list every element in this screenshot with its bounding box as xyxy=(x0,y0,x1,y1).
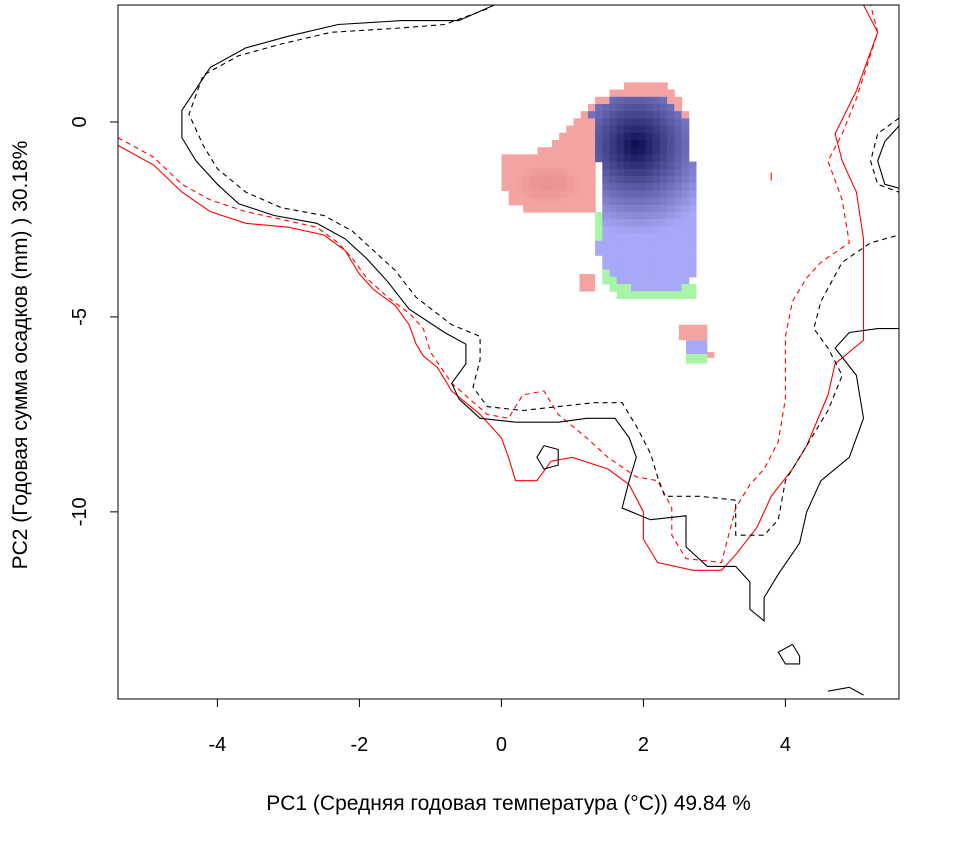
y-axis-label: PC2 (Годовая сумма осадков (mm) ) 30.18% xyxy=(9,141,32,570)
contour-red-dashed-1 xyxy=(118,5,879,564)
x-axis: -4 -2 0 2 4 xyxy=(209,698,791,756)
niche-contours xyxy=(118,5,899,696)
x-tick-label: -4 xyxy=(209,734,227,756)
contour-black-solid-2 xyxy=(181,5,899,623)
contour-red-solid-0 xyxy=(118,5,879,571)
y-tick-label: -5 xyxy=(69,308,91,326)
density-raster xyxy=(501,82,715,364)
x-axis-label: PC1 (Средняя годовая температура (°C)) 4… xyxy=(266,792,751,815)
contour-black-solid-5 xyxy=(777,643,801,665)
x-tick-label: -2 xyxy=(351,734,369,756)
contour-black-dashed-3 xyxy=(188,8,899,536)
contour-black-solid-6 xyxy=(877,125,899,189)
plot-frame xyxy=(117,4,900,700)
x-tick-label: 2 xyxy=(638,734,649,756)
y-tick-label: 0 xyxy=(69,116,91,127)
contour-black-solid-4 xyxy=(536,445,559,470)
x-tick-label: 4 xyxy=(780,734,791,756)
x-tick-label: 0 xyxy=(496,734,507,756)
contour-black-solid-8 xyxy=(827,686,864,696)
y-axis: 0 -5 -10 xyxy=(69,116,119,526)
contour-black-dashed-7 xyxy=(870,117,899,193)
y-tick-label: -10 xyxy=(69,497,91,526)
